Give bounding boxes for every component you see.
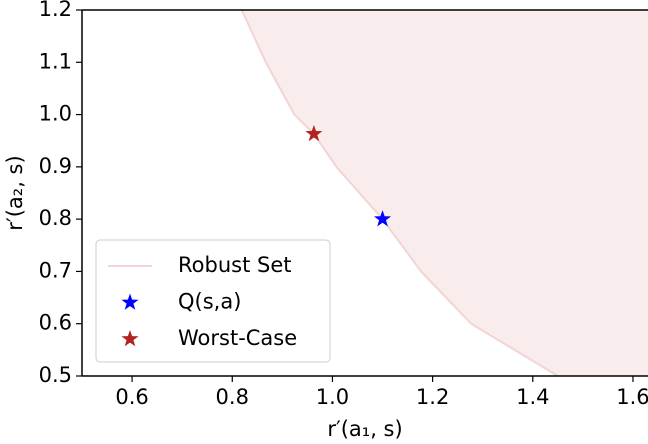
robust-region [241, 10, 648, 376]
y-tick-label: 1.0 [39, 102, 72, 126]
legend-swatch [121, 293, 139, 310]
legend-swatch [121, 330, 139, 347]
x-tick-label: 1.6 [616, 385, 648, 409]
x-tick-label: 1.4 [516, 385, 549, 409]
y-tick-label: 0.5 [39, 363, 72, 387]
y-tick-label: 0.8 [39, 206, 72, 230]
x-axis-label: r′(a₁, s) [327, 417, 402, 441]
legend-label: Worst-Case [178, 326, 297, 350]
y-tick-label: 0.6 [39, 311, 72, 335]
x-tick-label: 0.6 [115, 385, 148, 409]
star-point [305, 124, 323, 142]
legend-box [95, 239, 331, 363]
y-tick-label: 1.2 [39, 0, 72, 21]
legend-label: Q(s,a) [178, 290, 241, 314]
y-tick-label: 0.9 [39, 154, 72, 178]
x-tick-label: 1.0 [316, 385, 349, 409]
x-tick-label: 0.8 [216, 385, 249, 409]
y-tick-label: 1.1 [39, 49, 72, 73]
x-tick-label: 1.2 [416, 385, 449, 409]
y-tick-label: 0.7 [39, 258, 72, 282]
y-axis-label: r′(a₂, s) [3, 155, 27, 230]
legend: Robust Set Q(s,a) Worst-Case [95, 239, 331, 363]
legend-label: Robust Set [178, 253, 291, 277]
star-point [373, 210, 392, 227]
robust-boundary [240, 9, 559, 377]
